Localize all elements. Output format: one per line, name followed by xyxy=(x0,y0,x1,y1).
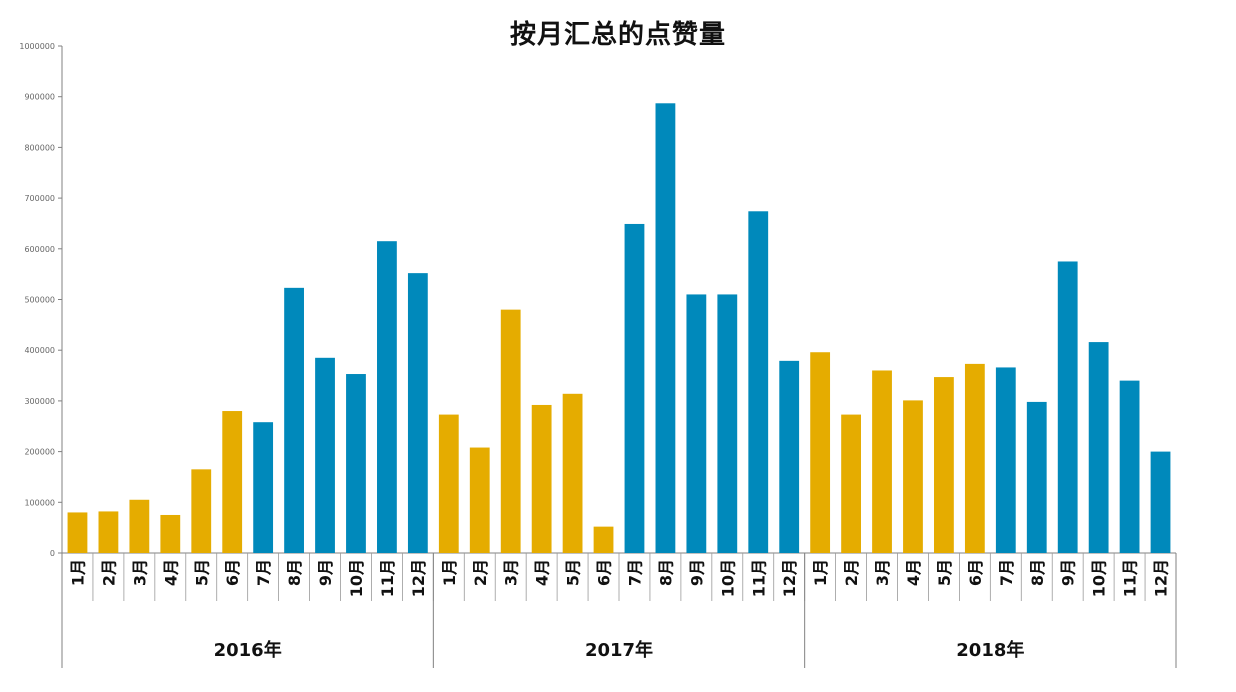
x-tick-label: 10月 xyxy=(718,559,737,597)
x-tick-label: 11月 xyxy=(1121,559,1140,597)
x-tick-label: 4月 xyxy=(904,559,923,586)
bar xyxy=(655,103,676,553)
y-tick-label: 800000 xyxy=(24,143,55,152)
bar xyxy=(1057,261,1078,553)
x-tick-label: 2月 xyxy=(99,559,118,586)
bar xyxy=(624,223,645,553)
x-tick-label: 2月 xyxy=(842,559,861,586)
y-tick-label: 300000 xyxy=(24,397,55,406)
x-tick-label: 1月 xyxy=(440,559,459,586)
x-tick-label: 9月 xyxy=(687,559,706,586)
x-tick-label: 8月 xyxy=(1028,559,1047,586)
x-tick-label: 3月 xyxy=(130,559,149,586)
y-tick-label: 700000 xyxy=(24,194,55,203)
x-tick-label: 6月 xyxy=(595,559,614,586)
x-tick-label: 8月 xyxy=(656,559,675,586)
x-tick-label: 3月 xyxy=(873,559,892,586)
bar xyxy=(686,294,707,553)
y-tick-label: 400000 xyxy=(24,346,55,355)
x-tick-label: 3月 xyxy=(502,559,521,586)
x-tick-label: 5月 xyxy=(192,559,211,586)
x-group-label: 2016年 xyxy=(214,639,282,661)
x-tick-label: 5月 xyxy=(564,559,583,586)
bar xyxy=(253,422,274,553)
bar xyxy=(1026,401,1047,553)
bar xyxy=(934,377,954,553)
y-tick-label: 100000 xyxy=(24,498,55,507)
y-tick-label: 1000000 xyxy=(19,42,55,51)
bar xyxy=(346,374,366,553)
x-tick-label: 11月 xyxy=(378,559,397,597)
bar xyxy=(284,287,304,553)
y-tick-label: 500000 xyxy=(24,296,55,305)
y-tick-label: 600000 xyxy=(24,245,55,254)
bar xyxy=(377,241,397,553)
bar xyxy=(222,411,243,553)
x-tick-label: 1月 xyxy=(811,559,830,586)
x-tick-label: 9月 xyxy=(316,559,335,586)
x-tick-label: 12月 xyxy=(409,559,428,597)
bar xyxy=(98,511,119,553)
bar xyxy=(717,294,738,553)
bar xyxy=(160,514,181,553)
bar xyxy=(407,273,428,553)
bar xyxy=(779,360,800,553)
bar xyxy=(1150,451,1171,553)
bar xyxy=(903,400,923,553)
chart-title: 按月汇总的点赞量 xyxy=(509,20,726,50)
x-tick-label: 12月 xyxy=(780,559,799,597)
x-tick-label: 2月 xyxy=(471,559,490,586)
x-tick-label: 7月 xyxy=(625,559,644,586)
bar xyxy=(1119,380,1140,553)
bar xyxy=(67,512,88,553)
bar xyxy=(129,499,150,553)
x-tick-label: 12月 xyxy=(1152,559,1171,597)
bar xyxy=(964,363,985,553)
bar xyxy=(841,414,861,553)
x-tick-label: 4月 xyxy=(161,559,180,586)
x-tick-label: 9月 xyxy=(1059,559,1078,586)
bar xyxy=(562,393,583,553)
bar xyxy=(469,447,490,553)
bar xyxy=(593,526,614,553)
x-tick-label: 7月 xyxy=(254,559,273,586)
bar xyxy=(315,357,335,553)
x-tick-label: 5月 xyxy=(935,559,954,586)
bar xyxy=(191,469,212,553)
bar xyxy=(995,367,1016,553)
x-tick-label: 6月 xyxy=(966,559,985,586)
bar xyxy=(1088,342,1109,553)
bar xyxy=(810,352,831,553)
y-tick-label: 200000 xyxy=(24,448,55,457)
bar xyxy=(500,309,521,553)
y-tick-label: 0 xyxy=(50,549,55,558)
x-group-label: 2017年 xyxy=(585,639,653,661)
x-group-label: 2018年 xyxy=(956,639,1024,661)
y-tick-label: 900000 xyxy=(24,93,55,102)
x-tick-label: 10月 xyxy=(1090,559,1109,597)
x-tick-label: 6月 xyxy=(223,559,242,586)
x-tick-label: 4月 xyxy=(533,559,552,586)
x-tick-label: 8月 xyxy=(285,559,304,586)
bar xyxy=(531,404,552,553)
x-tick-label: 10月 xyxy=(347,559,366,597)
bar xyxy=(872,370,892,553)
bar xyxy=(438,414,459,553)
bar xyxy=(748,211,769,554)
x-tick-label: 1月 xyxy=(68,559,87,586)
x-tick-label: 11月 xyxy=(749,559,768,597)
x-tick-label: 7月 xyxy=(997,559,1016,586)
